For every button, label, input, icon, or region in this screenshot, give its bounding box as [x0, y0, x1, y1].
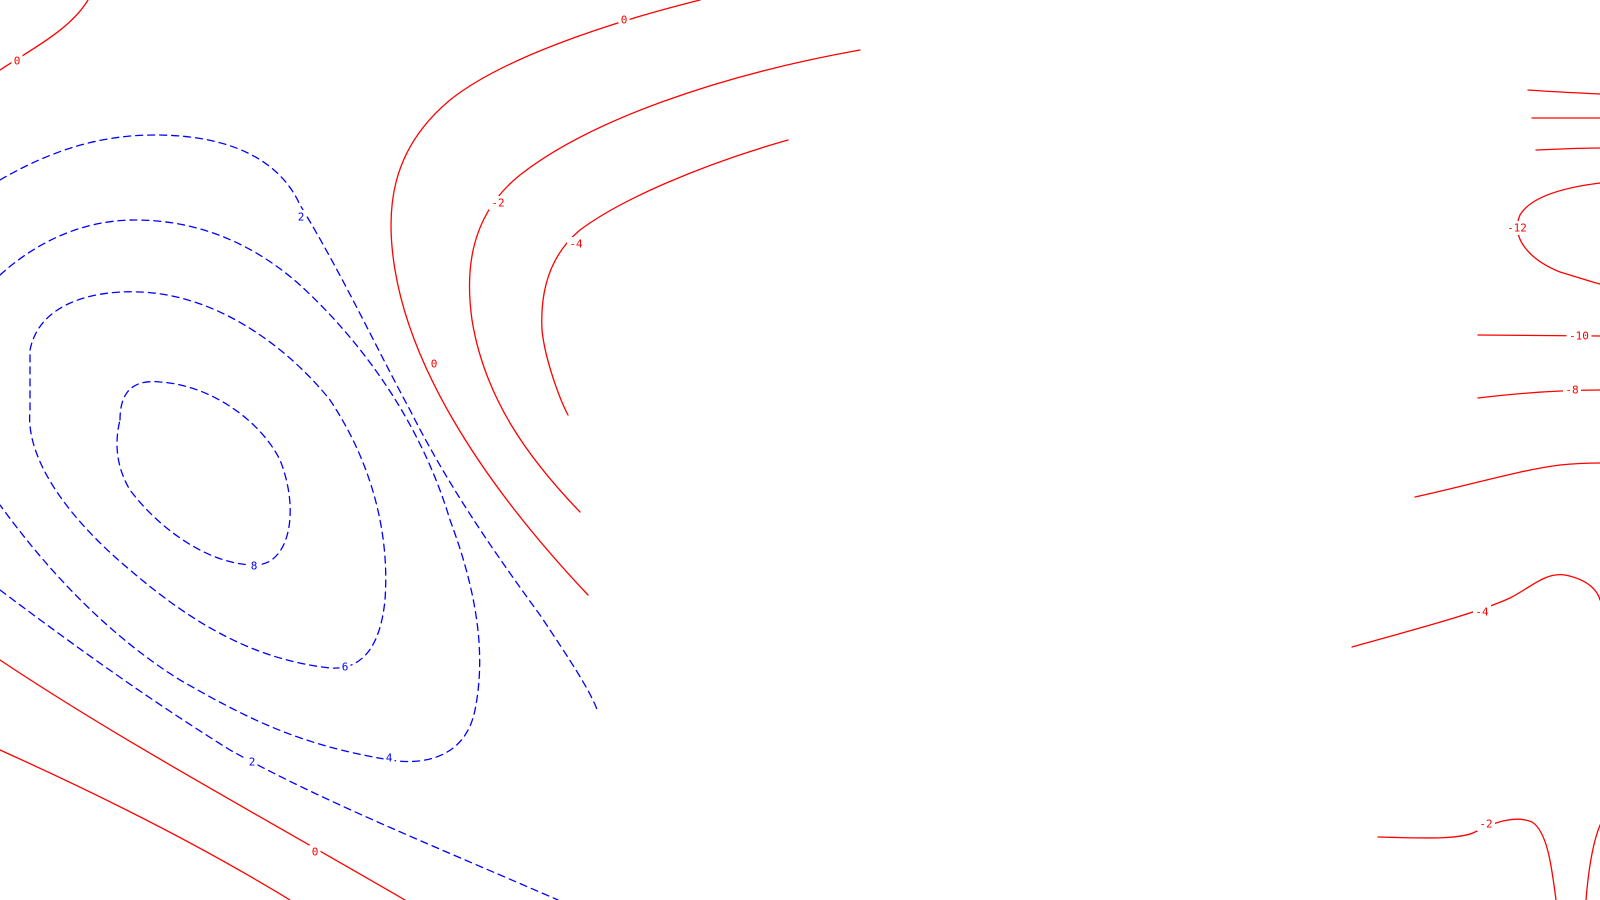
contour-label-background [309, 845, 321, 859]
contour-label-lbl-4-pos: 4 [386, 752, 393, 765]
contour-label-background [1504, 221, 1530, 235]
contour-label-lbl-neg4-a: -4 [569, 238, 583, 251]
contour-neg2-right-tail [1585, 824, 1600, 900]
contour-zero-bottom-lower [0, 749, 291, 900]
contour-label-lbl-0-d: 0 [312, 846, 319, 859]
contour-label-background [1563, 383, 1581, 397]
contour-label-lbl-0-b: 0 [621, 14, 628, 27]
contour-label-lbl-0-c: 0 [431, 358, 438, 371]
contour-pos2-outer [0, 134, 599, 713]
contour-label-background [489, 196, 507, 210]
contour-pos4 [0, 219, 481, 763]
contour-label-background [339, 660, 351, 674]
contour-neg2-top-center [468, 49, 861, 513]
contour-neg4-top-center [541, 139, 789, 416]
contour-zero-top-left [0, 0, 89, 71]
contour-label-background [1473, 605, 1491, 619]
contour-neg-top-right-1 [1527, 89, 1600, 95]
contour-label-background [11, 54, 23, 68]
contour-label-lbl-0-a: 0 [14, 55, 21, 68]
contour-zero-top-center [390, 0, 701, 596]
contour-label-lbl-neg4-b: -4 [1475, 606, 1489, 619]
contour-label-background [428, 357, 440, 371]
contour-label-lbl-2-pos-b: 2 [249, 756, 256, 769]
contour-label-lbl-8-pos: 8 [251, 560, 258, 573]
contour-pos8 [116, 380, 291, 566]
contour-neg12 [1516, 182, 1600, 285]
contour-neg2-right [1377, 818, 1557, 900]
contour-label-background [295, 210, 307, 224]
contour-neg8 [1477, 389, 1600, 399]
contour-neg6 [1414, 462, 1600, 498]
contour-label-background [246, 755, 258, 769]
contour-label-lbl-neg12: -12 [1507, 222, 1527, 235]
contour-label-background [383, 751, 395, 765]
contour-label-lbl-2-pos-a: 2 [298, 211, 305, 224]
contour-label-lbl-neg2-b: -2 [1479, 818, 1492, 831]
contour-label-background [248, 559, 260, 573]
contour-label-background [1477, 817, 1495, 831]
contour-neg-top-right-3 [1535, 147, 1600, 151]
contour-label-background [1566, 329, 1592, 343]
contour-label-lbl-neg2-a: -2 [491, 197, 504, 210]
contour-label-background [567, 237, 585, 251]
contour-label-lbl-neg10: -10 [1569, 330, 1589, 343]
contour-pos2-lower [0, 589, 559, 900]
contour-label-background [618, 13, 630, 27]
contour-pos6 [29, 291, 387, 669]
contour-label-lbl-6-pos: 6 [342, 661, 349, 674]
contour-zero-bottom-upper [0, 659, 406, 900]
contour-labels: 0 0 2 -2 -4 0 8 6 2 4 0 -12 -10 -8 -4 -2 [11, 13, 1592, 859]
contour-neg4-right [1351, 574, 1600, 648]
contour-label-lbl-neg8: -8 [1565, 384, 1578, 397]
